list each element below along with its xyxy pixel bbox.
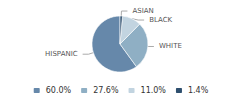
svg-text:HISPANIC: HISPANIC (45, 50, 78, 58)
svg-text:WHITE: WHITE (159, 42, 182, 50)
svg-text:11.0%: 11.0% (141, 86, 167, 95)
svg-text:60.0%: 60.0% (46, 86, 72, 95)
svg-text:1.4%: 1.4% (188, 86, 209, 95)
svg-text:27.6%: 27.6% (93, 86, 119, 95)
svg-text:ASIAN: ASIAN (132, 7, 153, 15)
svg-text:BLACK: BLACK (149, 16, 172, 24)
